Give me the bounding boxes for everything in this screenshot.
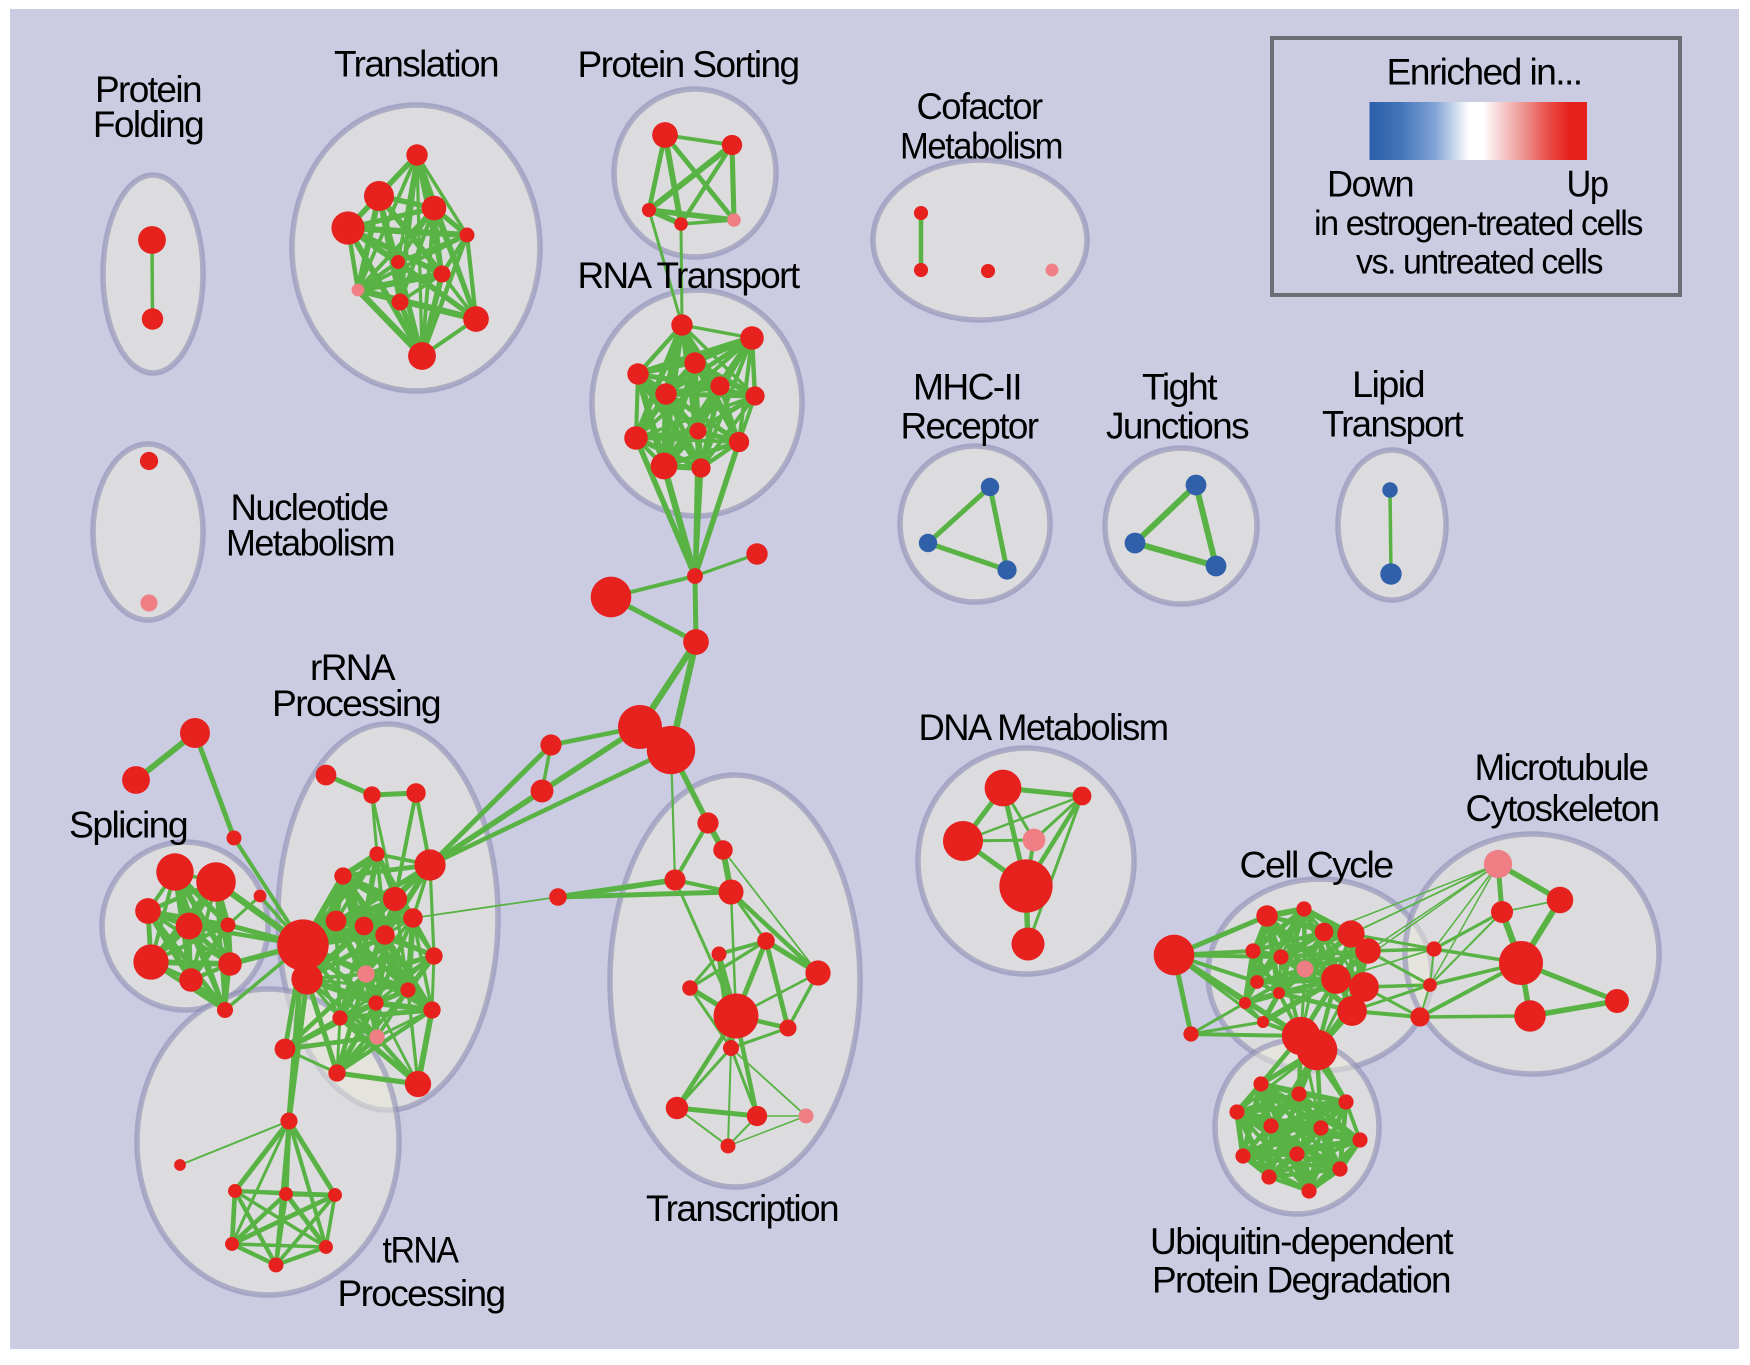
svg-text:Folding: Folding bbox=[93, 104, 203, 145]
svg-text:Cofactor: Cofactor bbox=[917, 86, 1043, 127]
svg-text:Lipid: Lipid bbox=[1352, 364, 1424, 405]
svg-text:Ubiquitin-dependent: Ubiquitin-dependent bbox=[1150, 1221, 1454, 1262]
svg-text:vs. untreated cells: vs. untreated cells bbox=[1356, 242, 1603, 281]
svg-text:Cell Cycle: Cell Cycle bbox=[1240, 845, 1393, 886]
svg-text:RNA Transport: RNA Transport bbox=[578, 255, 801, 296]
svg-text:Tight: Tight bbox=[1142, 367, 1218, 408]
svg-text:Enriched in...: Enriched in... bbox=[1387, 52, 1582, 93]
svg-text:Processing: Processing bbox=[272, 683, 440, 724]
svg-text:Protein Sorting: Protein Sorting bbox=[578, 44, 799, 85]
svg-text:Metabolism: Metabolism bbox=[900, 126, 1062, 167]
svg-text:Splicing: Splicing bbox=[69, 805, 187, 846]
svg-text:Junctions: Junctions bbox=[1106, 406, 1249, 447]
svg-text:in estrogen-treated cells: in estrogen-treated cells bbox=[1314, 204, 1643, 243]
svg-text:Cytoskeleton: Cytoskeleton bbox=[1466, 788, 1659, 829]
svg-text:Translation: Translation bbox=[334, 44, 498, 85]
svg-text:DNA Metabolism: DNA Metabolism bbox=[919, 707, 1168, 748]
svg-text:rRNA: rRNA bbox=[310, 647, 396, 688]
svg-text:Microtubule: Microtubule bbox=[1475, 747, 1648, 788]
svg-text:Metabolism: Metabolism bbox=[226, 523, 394, 564]
svg-text:Receptor: Receptor bbox=[901, 406, 1039, 447]
svg-text:MHC-II: MHC-II bbox=[913, 367, 1021, 408]
svg-text:Protein Degradation: Protein Degradation bbox=[1152, 1260, 1450, 1301]
svg-text:Nucleotide: Nucleotide bbox=[231, 487, 388, 528]
svg-text:Processing: Processing bbox=[338, 1273, 505, 1314]
svg-text:tRNA: tRNA bbox=[383, 1230, 460, 1271]
svg-text:Transport: Transport bbox=[1322, 404, 1464, 445]
svg-text:Transcription: Transcription bbox=[646, 1188, 838, 1229]
svg-text:Up: Up bbox=[1567, 164, 1609, 205]
svg-text:Down: Down bbox=[1327, 164, 1413, 205]
svg-text:Protein: Protein bbox=[95, 69, 201, 110]
